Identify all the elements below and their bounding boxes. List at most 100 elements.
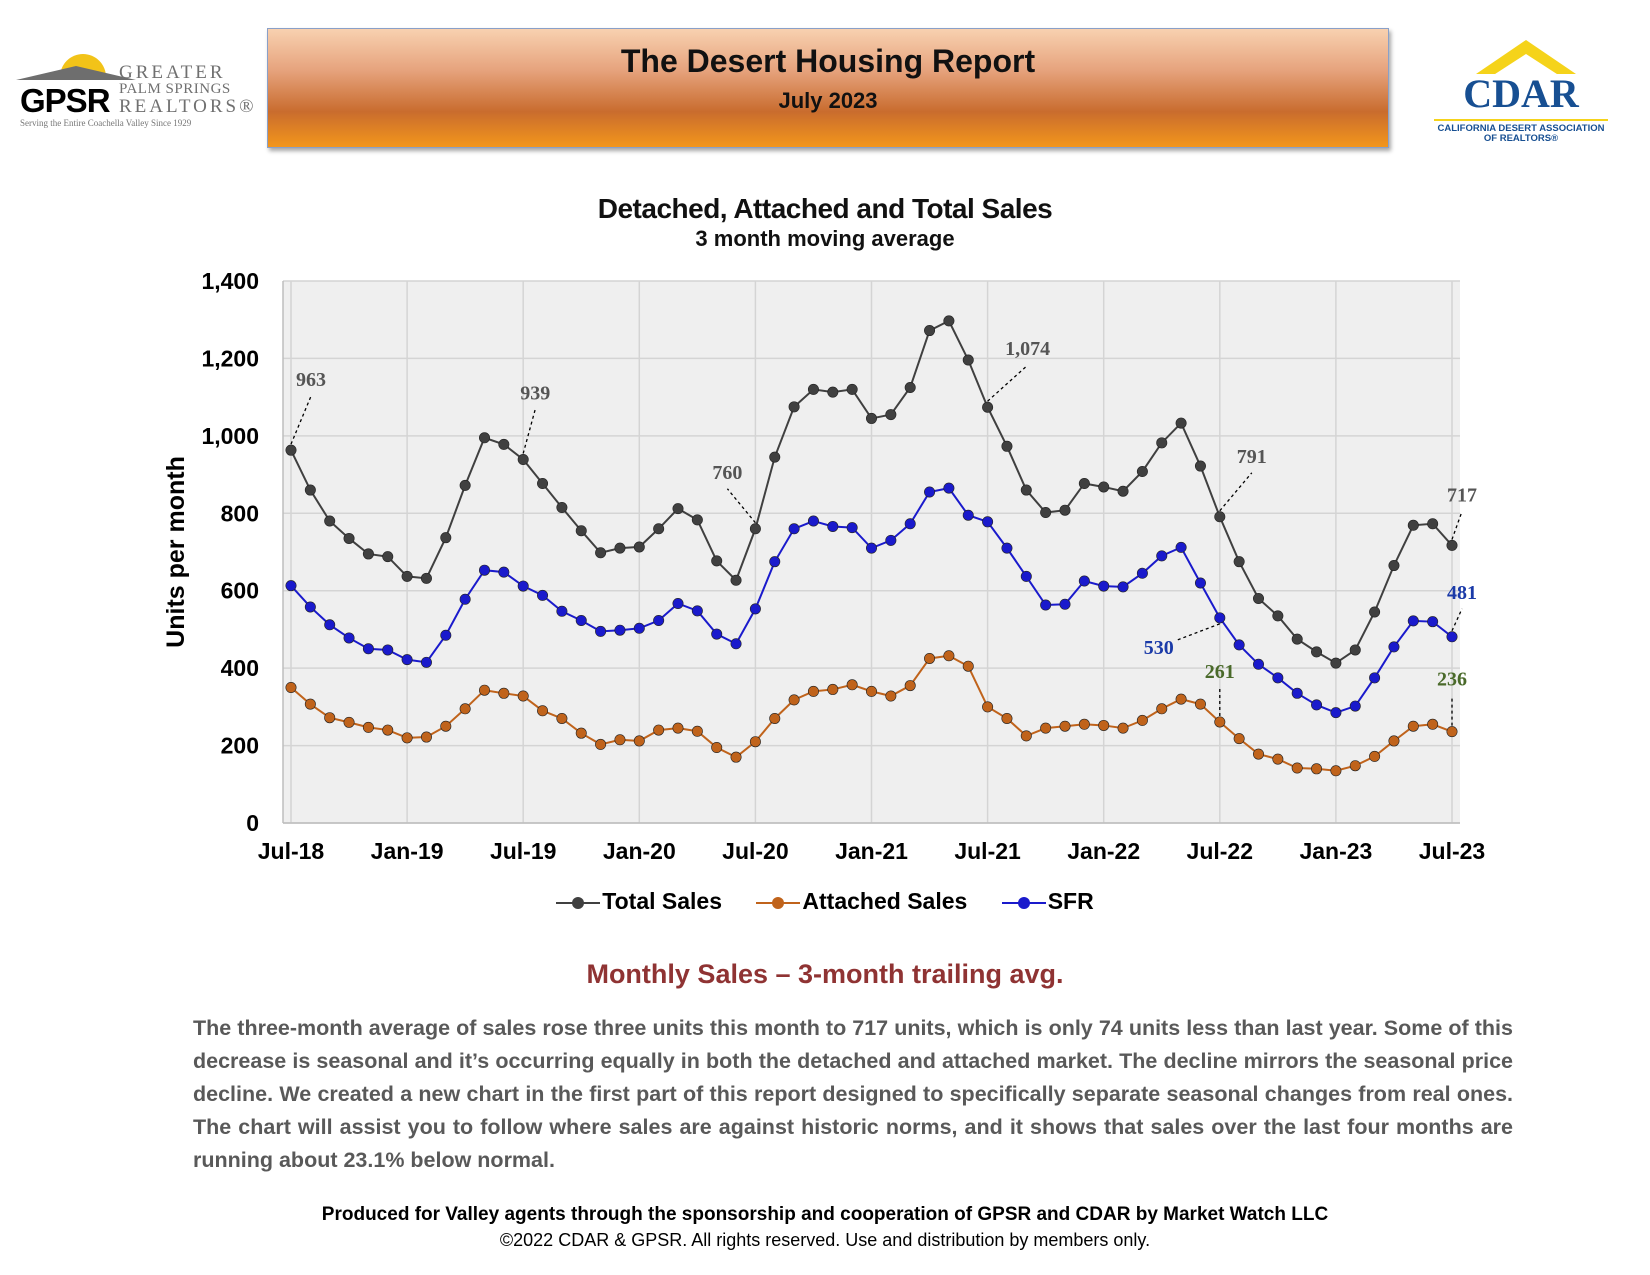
- data-point-sfr: [653, 615, 665, 627]
- data-point-attached-sales: [943, 650, 955, 662]
- data-point-total-sales: [1369, 606, 1381, 618]
- annotation-label: 963: [296, 369, 326, 391]
- legend-label-total-sales: Total Sales: [602, 888, 723, 915]
- data-point-attached-sales: [982, 701, 994, 713]
- data-point-sfr: [614, 624, 626, 636]
- data-point-attached-sales: [595, 738, 607, 750]
- data-point-sfr: [1349, 700, 1361, 712]
- data-point-total-sales: [1427, 518, 1439, 530]
- data-point-attached-sales: [1272, 753, 1284, 765]
- data-point-attached-sales: [401, 732, 413, 744]
- x-tick-label: Jan-20: [603, 838, 676, 864]
- x-tick-label: Jul-18: [258, 838, 325, 864]
- annotation-label: 791: [1237, 446, 1267, 468]
- data-point-attached-sales: [827, 683, 839, 695]
- data-point-attached-sales: [1233, 733, 1245, 745]
- data-point-total-sales: [1040, 507, 1052, 519]
- data-point-sfr: [1098, 580, 1110, 592]
- data-point-total-sales: [633, 541, 645, 553]
- data-point-sfr: [1059, 598, 1071, 610]
- x-tick-label: Jan-21: [835, 838, 908, 864]
- data-point-sfr: [982, 516, 994, 528]
- y-tick-label: 800: [221, 500, 259, 526]
- data-point-attached-sales: [904, 680, 916, 692]
- data-point-attached-sales: [633, 735, 645, 747]
- data-point-attached-sales: [1098, 719, 1110, 731]
- data-point-total-sales: [1330, 657, 1342, 669]
- data-point-total-sales: [285, 444, 297, 456]
- data-point-sfr: [459, 593, 471, 605]
- legend-item-attached-sales: Attached Sales: [756, 888, 967, 915]
- legend-item-sfr: SFR: [1001, 888, 1094, 915]
- data-point-attached-sales: [343, 716, 355, 728]
- x-tick-label: Jul-22: [1187, 838, 1253, 864]
- annotation-label: 236: [1437, 669, 1467, 691]
- y-tick-label: 1,200: [201, 345, 259, 371]
- data-point-attached-sales: [1040, 722, 1052, 734]
- y-axis-label: Units per month: [162, 456, 190, 648]
- data-point-total-sales: [1098, 481, 1110, 493]
- data-point-total-sales: [1388, 560, 1400, 572]
- gpsr-logo-tagline: Serving the Entire Coachella Valley Sinc…: [20, 118, 192, 128]
- data-point-attached-sales: [672, 722, 684, 734]
- data-point-sfr: [1446, 631, 1458, 643]
- data-point-total-sales: [749, 523, 761, 535]
- data-point-total-sales: [827, 386, 839, 398]
- data-point-attached-sales: [575, 727, 587, 739]
- data-point-total-sales: [1214, 511, 1226, 523]
- cdar-logo-sub2: OF REALTORS®: [1483, 133, 1559, 144]
- data-point-total-sales: [459, 479, 471, 491]
- data-point-sfr: [595, 625, 607, 637]
- data-point-sfr: [962, 509, 974, 521]
- y-tick-label: 1,000: [201, 423, 259, 449]
- gpsr-logo-word-greater: GREATER: [119, 62, 226, 83]
- data-point-attached-sales: [614, 734, 626, 746]
- data-point-attached-sales: [440, 720, 452, 732]
- data-point-total-sales: [478, 432, 490, 444]
- data-point-sfr: [633, 622, 645, 634]
- data-point-total-sales: [498, 438, 510, 450]
- legend-item-total-sales: Total Sales: [556, 888, 722, 915]
- data-point-attached-sales: [1175, 693, 1187, 705]
- annotation-label: 717: [1447, 484, 1477, 506]
- data-point-sfr: [575, 615, 587, 627]
- data-point-total-sales: [324, 515, 336, 527]
- x-tick-label: Jul-19: [490, 838, 556, 864]
- data-point-attached-sales: [1311, 763, 1323, 775]
- data-point-total-sales: [517, 453, 529, 465]
- data-point-sfr: [537, 589, 549, 601]
- data-point-attached-sales: [1330, 765, 1342, 777]
- data-point-sfr: [846, 522, 858, 534]
- annotation-leader: [987, 364, 1029, 402]
- data-point-attached-sales: [1078, 718, 1090, 730]
- data-point-total-sales: [711, 555, 723, 567]
- data-point-sfr: [1369, 672, 1381, 684]
- data-point-attached-sales: [807, 685, 819, 697]
- data-point-attached-sales: [788, 694, 800, 706]
- data-point-sfr: [420, 656, 432, 668]
- data-point-sfr: [865, 542, 877, 554]
- data-point-total-sales: [769, 451, 781, 463]
- data-point-attached-sales: [1156, 703, 1168, 715]
- data-point-total-sales: [1194, 460, 1206, 472]
- y-tick-label: 600: [221, 578, 259, 604]
- data-point-attached-sales: [1020, 730, 1032, 742]
- data-point-total-sales: [653, 523, 665, 535]
- data-point-total-sales: [1136, 465, 1148, 477]
- data-point-total-sales: [982, 401, 994, 413]
- data-point-total-sales: [343, 532, 355, 544]
- data-point-sfr: [1001, 542, 1013, 554]
- data-point-attached-sales: [1407, 720, 1419, 732]
- data-point-total-sales: [595, 547, 607, 559]
- data-point-attached-sales: [846, 679, 858, 691]
- data-point-attached-sales: [885, 690, 897, 702]
- footer-copyright: ©2022 CDAR & GPSR. All rights reserved. …: [499, 1230, 1151, 1250]
- x-tick-label: Jul-21: [954, 838, 1021, 864]
- gpsr-logo-mark: GPSR: [20, 82, 111, 119]
- data-point-sfr: [749, 603, 761, 615]
- data-point-sfr: [1175, 541, 1187, 553]
- cdar-logo: CDAR CALIFORNIA DESERT ASSOCIATION OF RE…: [1426, 40, 1616, 144]
- gpsr-logo-word-palm-springs: PALM SPRINGS: [119, 81, 231, 97]
- data-point-attached-sales: [711, 742, 723, 754]
- y-tick-label: 0: [246, 810, 259, 836]
